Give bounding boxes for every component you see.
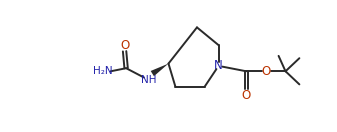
Text: NH: NH bbox=[141, 75, 156, 85]
Text: O: O bbox=[242, 89, 251, 102]
Text: N: N bbox=[214, 59, 223, 72]
Polygon shape bbox=[151, 64, 168, 76]
Text: O: O bbox=[120, 39, 129, 52]
Text: H₂N: H₂N bbox=[93, 66, 113, 76]
Text: O: O bbox=[262, 65, 271, 78]
